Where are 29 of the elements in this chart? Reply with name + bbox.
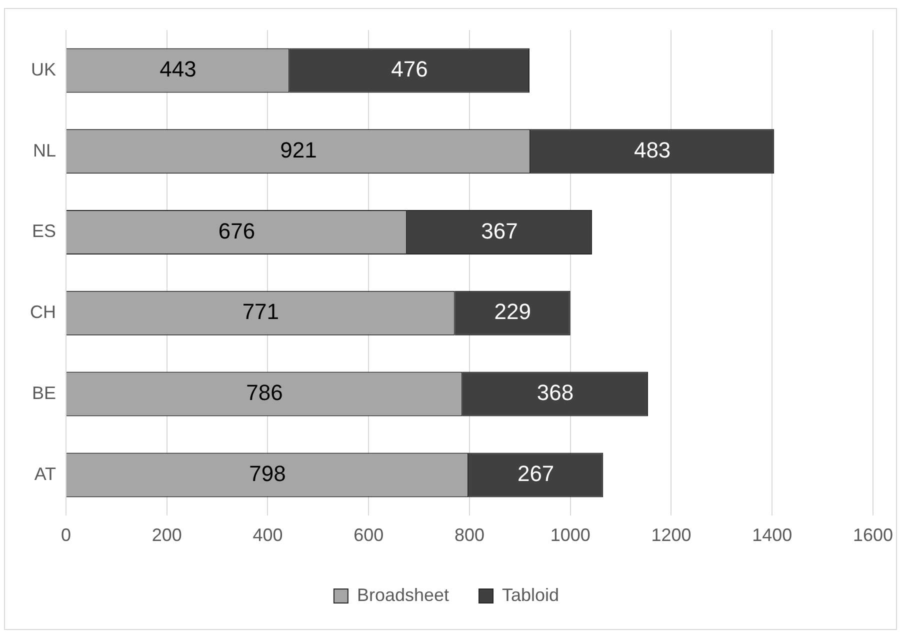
data-label: 368: [536, 380, 574, 406]
data-label: 786: [246, 380, 283, 406]
x-tick-label: 1600: [852, 525, 893, 546]
x-tick-label: 1200: [651, 525, 692, 546]
legend-label: Broadsheet: [356, 584, 450, 605]
y-tick-label: BE: [32, 383, 56, 404]
data-label: 443: [160, 56, 196, 82]
y-tick-label: UK: [30, 59, 56, 80]
x-tick-label: 200: [152, 525, 182, 546]
x-tick-label: 1400: [752, 525, 792, 546]
x-tick-label: 1000: [550, 525, 590, 546]
data-label: 921: [280, 137, 317, 162]
x-tick-label: 600: [354, 525, 384, 546]
x-tick-label: 0: [60, 525, 72, 546]
data-label: 798: [249, 461, 286, 486]
x-tick-label: 400: [252, 525, 283, 546]
data-label: 367: [481, 218, 518, 244]
x-tick-label: 800: [454, 525, 485, 546]
data-label: 676: [218, 218, 256, 244]
data-label: 483: [634, 137, 671, 162]
data-label: 771: [242, 299, 280, 324]
data-label: 267: [517, 461, 554, 486]
y-tick-label: NL: [32, 140, 56, 160]
y-tick-label: ES: [32, 221, 56, 242]
y-tick-label: AT: [34, 464, 56, 484]
legend-label: Tabloid: [502, 584, 560, 605]
data-label: 229: [494, 299, 531, 324]
y-tick-label: CH: [30, 302, 56, 322]
data-label: 476: [391, 56, 428, 82]
